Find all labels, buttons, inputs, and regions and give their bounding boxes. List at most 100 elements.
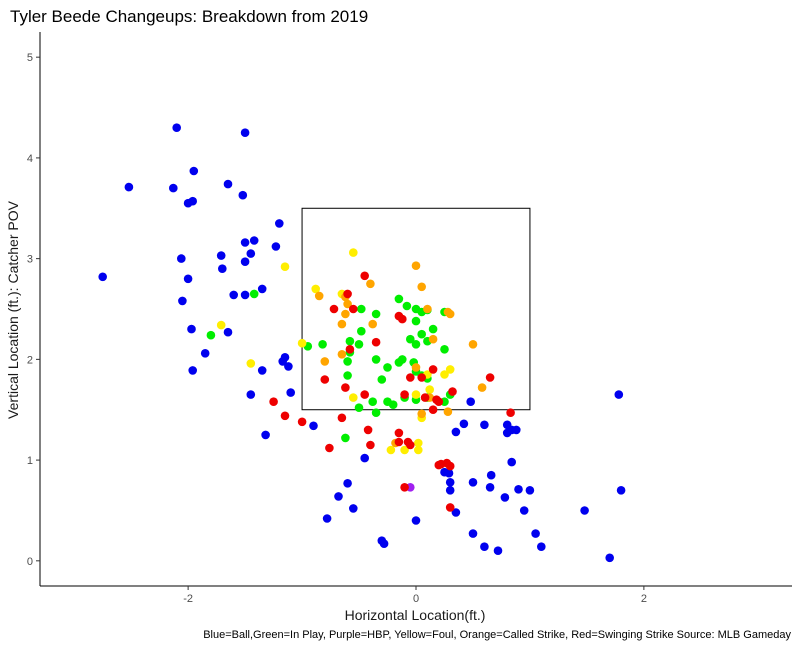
point-ball (480, 542, 489, 551)
point-ball (451, 427, 461, 437)
point-in-play (417, 329, 427, 339)
y-tick-label: 1 (27, 455, 33, 467)
x-tick-label: 0 (413, 593, 419, 605)
point-foul (349, 393, 358, 402)
point-ball (218, 264, 227, 274)
point-ball (614, 390, 624, 399)
data-points (98, 123, 626, 563)
point-ball (240, 128, 250, 137)
point-ball (257, 366, 267, 375)
point-ball (187, 324, 196, 334)
point-ball (189, 166, 199, 176)
point-ball (500, 493, 510, 502)
point-in-play (394, 294, 404, 304)
point-swinging-strike (394, 437, 404, 447)
point-ball (257, 284, 267, 294)
point-swinging-strike (280, 411, 290, 421)
point-ball (216, 251, 226, 260)
point-swinging-strike (442, 458, 452, 468)
point-in-play (249, 289, 259, 299)
point-ball (177, 254, 186, 263)
point-ball (444, 468, 454, 478)
point-swinging-strike (325, 443, 334, 453)
point-called-strike (443, 307, 453, 317)
point-called-strike (343, 299, 352, 309)
point-ball (451, 508, 461, 517)
point-ball (261, 430, 270, 440)
point-swinging-strike (363, 425, 373, 435)
point-ball (360, 453, 370, 463)
point-ball (445, 478, 455, 487)
point-in-play (440, 345, 449, 354)
point-swinging-strike (506, 408, 515, 418)
point-ball (172, 123, 181, 132)
point-foul (414, 438, 423, 448)
point-in-play (402, 301, 412, 311)
point-in-play (345, 336, 355, 346)
point-swinging-strike (448, 387, 457, 396)
point-ball (507, 457, 516, 467)
point-ball (223, 327, 233, 337)
point-foul (445, 365, 455, 374)
point-swinging-strike (417, 373, 427, 382)
point-called-strike (417, 282, 427, 292)
point-ball (238, 190, 248, 200)
point-ball (525, 486, 535, 495)
axes: -2 0 2 0 1 2 3 4 5 (27, 32, 792, 605)
point-called-strike (468, 340, 478, 349)
point-ball (531, 529, 540, 538)
point-ball (246, 249, 256, 258)
point-ball (286, 388, 296, 397)
point-in-play (206, 330, 216, 340)
point-in-play (357, 304, 366, 314)
point-swinging-strike (269, 397, 278, 407)
point-swinging-strike (343, 289, 352, 299)
point-in-play (341, 433, 350, 443)
point-in-play (368, 397, 378, 407)
point-in-play (428, 324, 438, 334)
strike-zone-box (301, 207, 531, 411)
point-called-strike (320, 357, 330, 366)
point-ball (240, 290, 250, 300)
point-swinging-strike (366, 440, 375, 450)
point-ball (468, 529, 478, 538)
y-tick-label: 3 (27, 254, 33, 266)
point-called-strike (337, 319, 347, 329)
point-ball (486, 470, 496, 480)
point-foul (216, 320, 226, 330)
point-foul (425, 385, 435, 394)
point-foul (297, 338, 307, 348)
point-in-play (411, 340, 421, 349)
point-swinging-strike (398, 314, 407, 324)
point-ball (322, 514, 332, 523)
point-ball (98, 272, 107, 282)
plot-area (301, 207, 531, 411)
point-foul (349, 248, 358, 257)
point-swinging-strike (400, 390, 409, 399)
point-called-strike (337, 350, 347, 359)
point-in-play (411, 316, 421, 326)
point-ball (485, 483, 495, 492)
point-in-play (377, 375, 387, 384)
point-ball (271, 242, 281, 251)
point-foul (246, 359, 256, 368)
point-ball (183, 274, 193, 284)
point-ball (275, 219, 284, 228)
point-foul (311, 284, 321, 294)
point-ball (459, 419, 469, 429)
point-in-play (371, 408, 381, 418)
point-ball (246, 390, 256, 399)
point-swinging-strike (337, 413, 347, 423)
point-in-play (371, 355, 381, 364)
point-ball (223, 179, 233, 189)
point-ball (480, 420, 489, 430)
x-axis-title: Horizontal Location(ft.) (345, 607, 486, 623)
point-called-strike (411, 261, 421, 271)
point-called-strike (477, 383, 487, 392)
point-swinging-strike (349, 304, 358, 314)
point-swinging-strike (428, 405, 438, 415)
point-called-strike (366, 279, 375, 289)
point-ball (169, 183, 178, 193)
point-swinging-strike (329, 304, 339, 314)
point-in-play (383, 363, 392, 372)
